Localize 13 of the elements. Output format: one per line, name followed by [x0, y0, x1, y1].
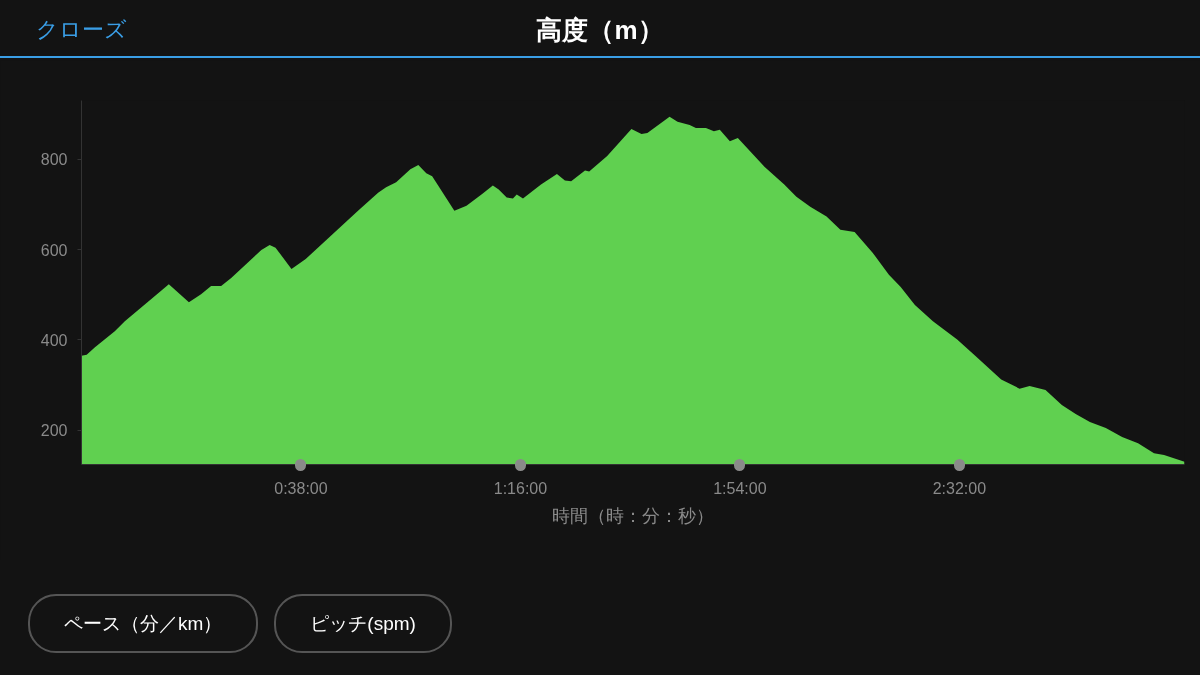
x-tick-label: 1:16:00	[493, 479, 548, 497]
y-tick-label: 800	[40, 151, 68, 169]
x-tick-label: 2:32:00	[932, 479, 987, 497]
text: ペース（分／km）	[28, 594, 259, 654]
y-tick-label: 400	[40, 331, 68, 349]
x-tick-label: 0:38:00	[274, 479, 328, 497]
chart-title: 高度（m）	[536, 15, 664, 45]
x-axis-title: 時間（時：分：秒）	[552, 505, 714, 526]
y-tick-label: 600	[40, 241, 68, 259]
text: クローズ	[36, 16, 127, 44]
y-tick-label: 200	[40, 422, 68, 440]
x-tick-label: 1:54:00	[713, 479, 767, 497]
text: ピッチ(spm)	[274, 594, 452, 654]
